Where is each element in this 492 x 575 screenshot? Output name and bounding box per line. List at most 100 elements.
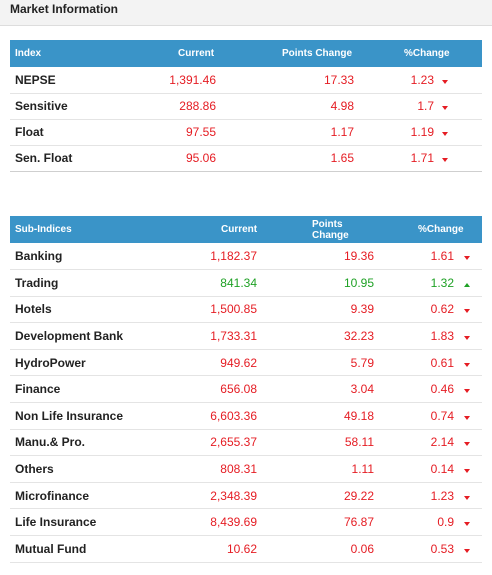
table-row: Float 97.55 1.17 1.19 [10,119,482,145]
arrow-up-icon [464,282,470,287]
arrow-down-icon [442,132,448,136]
row-current: 949.62 [220,355,257,370]
row-pct-change: 0.74 [430,408,454,423]
row-name: Development Bank [15,329,124,344]
row-points-change: 1.65 [330,151,354,165]
row-current: 288.86 [179,99,216,113]
arrow-down-icon [464,309,470,314]
row-current: 1,391.46 [169,72,216,87]
row-pct-change: 1.71 [410,151,434,165]
header-index: Index [15,48,42,59]
row-current: 10.62 [226,541,257,556]
row-name: Life Insurance [15,515,97,530]
arrow-down-icon [464,362,470,367]
table-row: Microfinance 2,348.39 29.22 1.23 [10,482,482,509]
row-pct-change: 1.23 [410,72,434,87]
row-points-change: 76.87 [343,515,374,530]
panel-header: Market Information [0,0,492,26]
row-points-change: 49.18 [343,408,374,423]
arrow-down-icon [464,442,470,447]
table-row: Others 808.31 1.11 0.14 [10,456,482,483]
arrow-down-icon [442,106,448,110]
row-name: NEPSE [15,72,56,87]
row-points-change: 4.98 [330,99,354,113]
row-current: 841.34 [220,275,257,290]
index-table-body: NEPSE 1,391.46 17.33 1.23 Sensitive 288.86 4.9… [10,67,482,171]
table-row: Banking 1,182.37 19.36 1.61 [10,243,482,270]
row-pct-change: 1.19 [410,125,434,139]
panel-title: Market Information [10,2,119,16]
header-current: Current [221,224,258,235]
row-points-change: 3.04 [350,382,374,397]
row-pct-change: 0.61 [430,355,454,370]
row-points-change: 17.33 [323,72,354,87]
row-name: Microfinance [15,488,90,503]
row-pct-change: 0.53 [430,541,454,556]
header-current: Current [178,48,215,59]
row-name: Hotels [15,302,52,317]
row-pct-change: 1.7 [417,99,434,113]
row-points-change: 9.39 [350,302,374,317]
row-name: Mutual Fund [15,541,87,556]
table-row: NEPSE 1,391.46 17.33 1.23 [10,67,482,93]
row-current: 95.06 [185,151,216,165]
row-name: Manu.& Pro. [15,435,86,450]
index-table-header: Index Current Points Change %Change [10,40,482,67]
row-points-change: 19.36 [343,249,374,264]
header-sub-indices: Sub-Indices [15,224,72,235]
row-points-change: 1.11 [351,462,374,477]
arrow-down-icon [442,79,448,84]
table-row: Mutual Fund 10.62 0.06 0.53 [10,536,482,563]
table-row: Life Insurance 8,439.69 76.87 0.9 [10,509,482,536]
row-pct-change: 1.83 [430,329,454,344]
arrow-down-icon [464,415,470,420]
row-pct-change: 0.62 [430,302,454,317]
arrow-down-icon [464,522,470,527]
table-row: Trading 841.34 10.95 1.32 [10,270,482,297]
table-row: HydroPower 949.62 5.79 0.61 [10,349,482,376]
table-row: Finance 656.08 3.04 0.46 [10,376,482,403]
subindex-table-header: Sub-Indices Current Points Change %Chang… [10,216,482,243]
row-current: 2,348.39 [210,488,257,503]
row-name: Banking [15,249,63,264]
table-row: Sen. Float 95.06 1.65 1.71 [10,145,482,171]
table-row: Non Life Insurance 6,603.36 49.18 0.74 [10,403,482,430]
index-table: Index Current Points Change %Change NEPS… [10,40,482,172]
arrow-down-icon [464,336,470,341]
row-points-change: 10.95 [343,275,374,290]
row-current: 1,182.37 [210,249,257,264]
header-points-change: Points Change [312,218,349,241]
arrow-down-icon [464,469,470,474]
row-points-change: 58.11 [344,435,374,450]
table-row: Manu.& Pro. 2,655.37 58.11 2.14 [10,429,482,456]
row-current: 2,655.37 [210,435,257,450]
row-current: 1,500.85 [210,302,257,317]
subindex-table-body: Banking 1,182.37 19.36 1.61 Trading 841.34 10.… [10,243,482,563]
header-points-change: Points Change [282,48,353,59]
row-pct-change: 1.61 [430,249,454,264]
row-current: 656.08 [220,382,257,397]
arrow-down-icon [464,495,470,500]
row-pct-change: 2.14 [430,435,454,450]
arrow-down-icon [464,548,470,553]
row-points-change: 1.17 [330,125,354,139]
table-row: Sensitive 288.86 4.98 1.7 [10,93,482,119]
header-pct-change: %Change [418,224,464,235]
row-current: 808.31 [220,462,257,477]
row-current: 6,603.36 [210,408,257,423]
subindex-table: Sub-Indices Current Points Change %Chang… [10,216,482,563]
header-pct-change: %Change [404,48,450,59]
row-name: Sen. Float [15,151,73,165]
arrow-down-icon [464,256,470,261]
row-points-change: 5.79 [350,355,374,370]
row-pct-change: 1.23 [430,488,454,503]
table-row: Development Bank 1,733.31 32.23 1.83 [10,323,482,350]
row-pct-change: 0.46 [430,382,454,397]
row-name: Non Life Insurance [15,408,124,423]
row-pct-change: 0.9 [437,515,454,530]
row-current: 1,733.31 [210,329,257,344]
row-points-change: 0.06 [350,541,374,556]
row-current: 8,439.69 [210,515,257,530]
row-pct-change: 1.32 [430,275,454,290]
row-points-change: 32.23 [343,329,374,344]
